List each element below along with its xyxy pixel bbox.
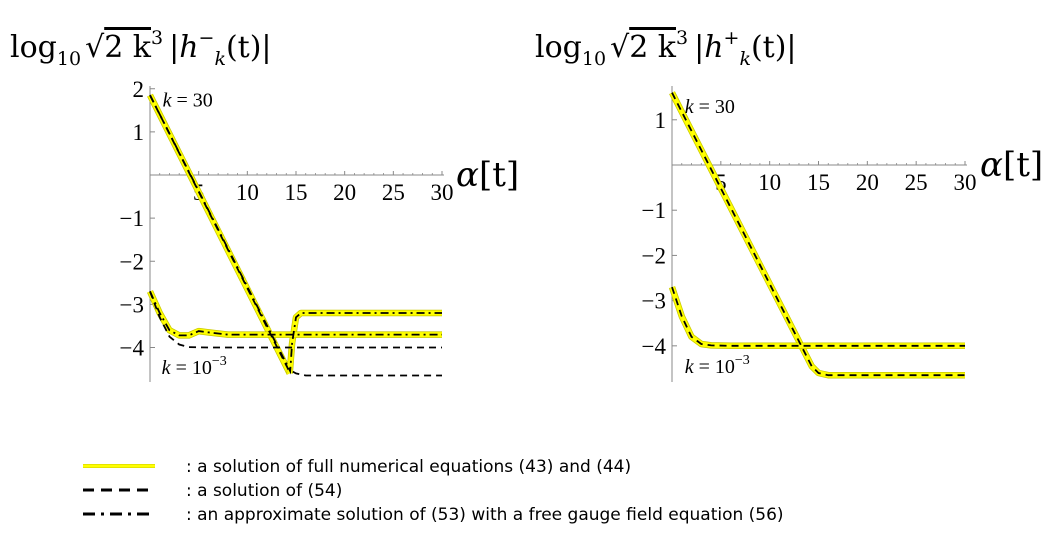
x-tick-label: 10 [236, 180, 259, 205]
y-tick-label: 1 [655, 108, 667, 133]
y-tick-label: −3 [120, 292, 144, 317]
x-axis-label: α[t] [456, 155, 519, 195]
x-tick-label: 20 [333, 180, 356, 205]
series-full-low [669, 286, 965, 349]
panel-h-plus: log10 √2 k3 |h+k(t)|5 10 15 20 25 301−1−2−3−4α[… [535, 27, 1043, 382]
series-full-high-outline [669, 91, 965, 379]
series-full-high-late [287, 310, 442, 374]
series-dash-low [671, 286, 965, 347]
chart-title: log10 √2 k3 |h−k(t)| [10, 27, 272, 70]
y-tick-label: −4 [642, 334, 667, 359]
x-tick-label: 10 [758, 170, 781, 195]
x-tick-label: 30 [431, 180, 454, 205]
y-tick-label: −4 [120, 336, 145, 361]
y-tick-label: −2 [642, 243, 666, 268]
x-axis-label: α[t] [980, 145, 1043, 185]
annotation-k-low: k = 10−3 [162, 354, 227, 379]
y-tick-label: 1 [133, 120, 145, 145]
x-tick-label: 15 [285, 180, 308, 205]
series-full-high [669, 91, 965, 378]
y-tick-label: −3 [642, 289, 666, 314]
legend-label: : an approximate solution of (53) with a… [186, 505, 784, 525]
y-tick-label: −2 [120, 249, 144, 274]
chart-title: log10 √2 k3 |h+k(t)| [535, 27, 797, 70]
annotation-k-high: k = 30 [163, 90, 213, 112]
y-tick-label: −1 [120, 206, 144, 231]
x-tick-label: 20 [856, 170, 879, 195]
y-tick-label: 2 [133, 77, 145, 102]
series-dash-high [671, 92, 965, 377]
legend-label: : a solution of full numerical equations… [186, 457, 631, 477]
x-tick-label: 25 [382, 180, 405, 205]
x-tick-label: 15 [807, 170, 830, 195]
series-full-low-outline [668, 286, 965, 350]
x-tick-label: 30 [954, 170, 977, 195]
series-approx-low [149, 291, 442, 337]
annotation-k-high: k = 30 [685, 96, 735, 118]
series-full-high-late-outline [286, 309, 442, 374]
y-tick-label: −1 [642, 198, 666, 223]
legend: : a solution of full numerical equations… [83, 457, 784, 525]
legend-label: : a solution of (54) [186, 481, 342, 501]
panel-h-minus: log10 √2 k3 |h−k(t)|5 10 15 20 25 3021−1−2−3−4α… [10, 27, 519, 382]
annotation-k-low: k = 10−3 [685, 353, 750, 378]
series-approx-high [149, 94, 442, 375]
series-dash-low [149, 291, 442, 349]
x-tick-label: 25 [905, 170, 928, 195]
